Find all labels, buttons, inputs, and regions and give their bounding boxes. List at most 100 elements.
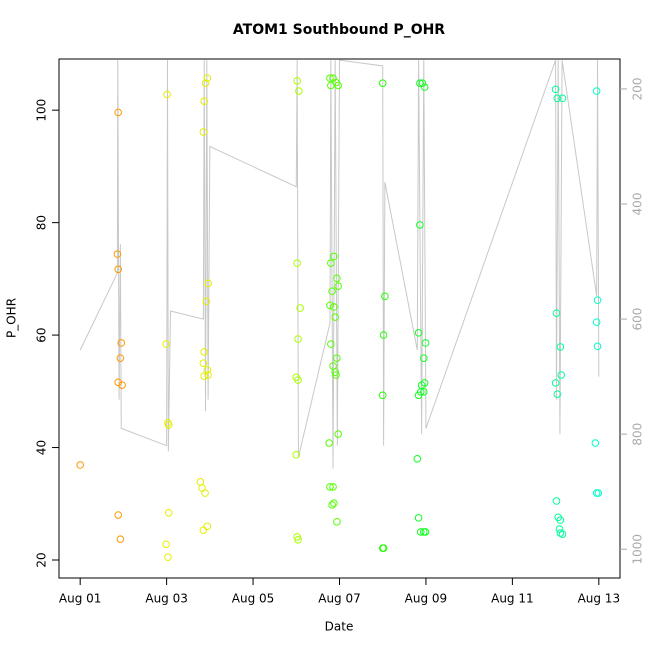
data-point bbox=[199, 526, 208, 535]
data-point bbox=[201, 79, 210, 87]
y-axis-label: P_OHR bbox=[5, 298, 19, 338]
data-point bbox=[419, 354, 428, 362]
data-point bbox=[332, 371, 340, 379]
x-tick-label: Aug 13 bbox=[578, 592, 621, 606]
data-point bbox=[200, 372, 209, 380]
data-point bbox=[295, 87, 303, 95]
y-tick-label: 20 bbox=[35, 552, 49, 567]
data-point bbox=[378, 391, 387, 400]
data-point bbox=[330, 499, 338, 508]
data-point bbox=[199, 128, 208, 136]
data-point bbox=[204, 371, 212, 379]
data-point bbox=[558, 94, 567, 103]
data-point bbox=[118, 381, 126, 389]
data-point bbox=[203, 366, 212, 374]
data-point bbox=[420, 83, 429, 91]
data-point bbox=[326, 74, 334, 82]
data-point bbox=[591, 439, 600, 447]
data-point bbox=[293, 259, 301, 267]
data-point bbox=[116, 535, 125, 544]
data-point bbox=[551, 379, 560, 387]
x-tick-label: Aug 01 bbox=[59, 592, 102, 606]
data-point bbox=[292, 451, 301, 459]
data-point bbox=[199, 359, 208, 368]
data-point bbox=[201, 489, 209, 497]
data-point bbox=[416, 528, 425, 536]
data-point bbox=[413, 454, 422, 463]
data-point bbox=[551, 85, 560, 94]
data-point bbox=[381, 292, 389, 301]
data-point bbox=[552, 309, 561, 317]
data-point bbox=[326, 483, 334, 491]
data-point bbox=[592, 87, 601, 95]
data-point bbox=[414, 391, 423, 400]
data-point bbox=[552, 497, 561, 505]
data-point bbox=[334, 282, 343, 290]
data-point bbox=[326, 301, 334, 310]
data-point bbox=[330, 252, 338, 261]
data-point bbox=[379, 544, 388, 552]
data-point bbox=[333, 517, 341, 526]
y-tick-label: 80 bbox=[35, 215, 49, 230]
data-point bbox=[421, 528, 430, 536]
data-point bbox=[334, 81, 343, 90]
data-point bbox=[594, 489, 603, 497]
x-tick-label: Aug 11 bbox=[491, 592, 534, 606]
data-point bbox=[203, 522, 212, 531]
y2-tick-label: 400 bbox=[631, 193, 645, 216]
data-point bbox=[117, 339, 126, 347]
data-point bbox=[76, 461, 84, 469]
data-point bbox=[164, 508, 173, 517]
y2-tick-label: 600 bbox=[631, 308, 645, 331]
data-point bbox=[162, 540, 170, 549]
data-point bbox=[164, 553, 172, 561]
y2-tick-label: 1000 bbox=[631, 534, 645, 565]
data-point bbox=[593, 342, 602, 351]
data-point bbox=[200, 348, 209, 356]
data-point bbox=[553, 390, 562, 398]
data-point bbox=[294, 535, 302, 544]
y-tick-label: 60 bbox=[35, 327, 49, 342]
data-point bbox=[421, 339, 430, 347]
data-point bbox=[327, 259, 335, 267]
data-point bbox=[328, 287, 336, 296]
data-point bbox=[593, 296, 602, 305]
x-tick-label: Aug 05 bbox=[232, 592, 275, 606]
data-point bbox=[114, 108, 123, 117]
data-point bbox=[331, 313, 339, 321]
data-point bbox=[419, 388, 428, 396]
data-point bbox=[203, 74, 212, 82]
data-point bbox=[329, 483, 337, 491]
data-point bbox=[113, 250, 122, 258]
y2-tick-label: 200 bbox=[631, 77, 645, 100]
data-point bbox=[114, 511, 123, 519]
data-point bbox=[556, 343, 565, 351]
data-point bbox=[294, 376, 302, 384]
data-point bbox=[379, 331, 388, 339]
data-point bbox=[418, 79, 427, 87]
data-point bbox=[556, 516, 565, 524]
data-point bbox=[293, 77, 301, 85]
data-point bbox=[334, 430, 343, 438]
data-point bbox=[204, 279, 212, 288]
data-point bbox=[416, 221, 424, 229]
data-point bbox=[330, 303, 338, 311]
data-point bbox=[328, 501, 336, 509]
data-point bbox=[296, 304, 304, 312]
data-point bbox=[414, 329, 423, 337]
data-point bbox=[416, 79, 424, 87]
data-point bbox=[116, 354, 125, 362]
pressure-line bbox=[79, 59, 600, 469]
data-point bbox=[553, 94, 562, 103]
y-tick-label: 40 bbox=[35, 440, 49, 455]
x-axis-label: Date bbox=[325, 620, 354, 634]
x-tick-label: Aug 09 bbox=[405, 592, 448, 606]
data-point bbox=[414, 514, 423, 522]
data-point bbox=[592, 318, 601, 326]
data-point bbox=[325, 439, 333, 447]
data-point bbox=[557, 371, 566, 379]
data-point bbox=[333, 354, 341, 362]
x-tick-label: Aug 03 bbox=[145, 592, 188, 606]
